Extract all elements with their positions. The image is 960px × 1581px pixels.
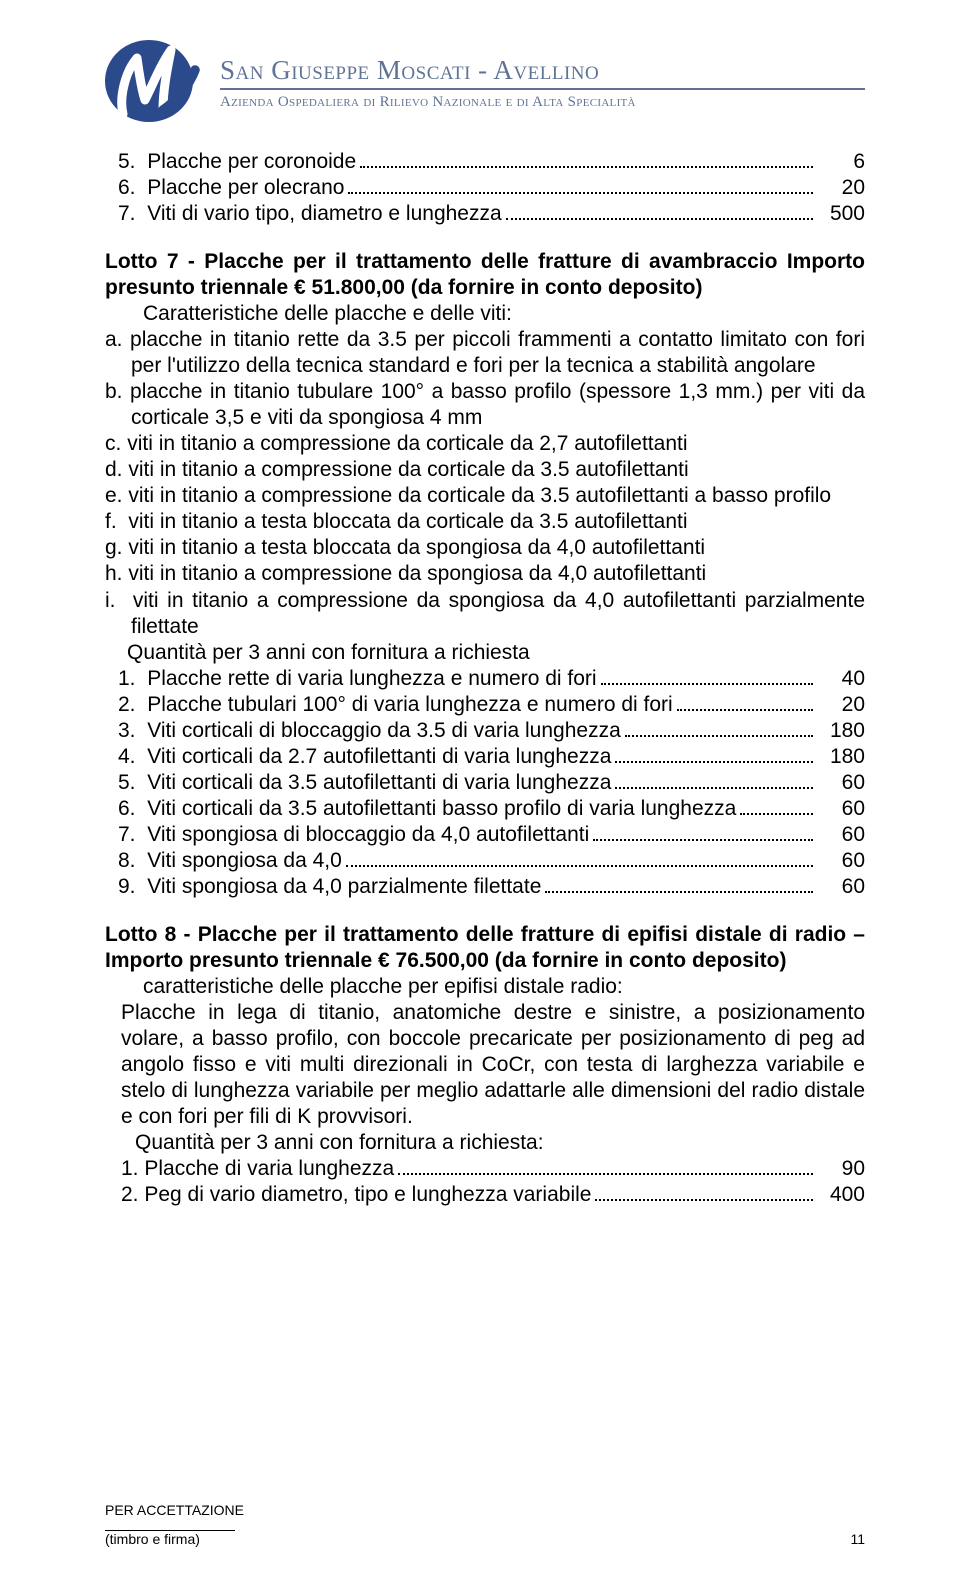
char-item: a. placche in titanio rette da 3.5 per p… (105, 327, 865, 379)
lotto8-paragraph: Placche in lega di titanio, anatomiche d… (105, 1000, 865, 1130)
lotto8-title: Lotto 8 - Placche per il trattamento del… (105, 922, 865, 974)
qty-item: 5. Viti corticali da 3.5 autofilettanti … (105, 770, 865, 796)
quantity-heading: Quantità per 3 anni con fornitura a rich… (105, 640, 865, 666)
char-item: i. viti in titanio a compressione da spo… (105, 588, 865, 640)
qty-item: 4. Viti corticali da 2.7 autofilettanti … (105, 744, 865, 770)
page-footer: PER ACCETTAZIONE (timbro e firma) 11 (105, 1502, 865, 1547)
characteristics-heading: Caratteristiche delle placche e delle vi… (105, 301, 865, 327)
char-item: g. viti in titanio a testa bloccata da s… (105, 535, 865, 561)
quantity-heading: Quantità per 3 anni con fornitura a rich… (105, 1130, 865, 1156)
char-item: b. placche in titanio tubulare 100° a ba… (105, 379, 865, 431)
qty-item: 1. Placche rette di varia lunghezza e nu… (105, 666, 865, 692)
acceptance-label: PER ACCETTAZIONE (105, 1502, 244, 1518)
letterhead: San Giuseppe Moscati - Avellino Azienda … (105, 40, 865, 125)
toc-item: 6. Placche per olecrano 20 (105, 175, 865, 201)
document-body: 5. Placche per coronoide 6 6. Placche pe… (105, 149, 865, 1208)
qty-item: 2. Peg di vario diametro, tipo e lunghez… (105, 1182, 865, 1208)
char-item: f. viti in titanio a testa bloccata da c… (105, 509, 865, 535)
qty-item: 3. Viti corticali di bloccaggio da 3.5 d… (105, 718, 865, 744)
logo (105, 40, 200, 125)
signature-label: (timbro e firma) (105, 1531, 244, 1547)
qty-item: 8. Viti spongiosa da 4,060 (105, 848, 865, 874)
char-item: c. viti in titanio a compressione da cor… (105, 431, 865, 457)
qty-item: 7. Viti spongiosa di bloccaggio da 4,0 a… (105, 822, 865, 848)
toc-item: 5. Placche per coronoide 6 (105, 149, 865, 175)
char-item: d. viti in titanio a compressione da cor… (105, 457, 865, 483)
qty-item: 9. Viti spongiosa da 4,0 parzialmente fi… (105, 874, 865, 900)
org-subtitle: Azienda Ospedaliera di Rilievo Nazionale… (220, 94, 865, 111)
qty-item: 6. Viti corticali da 3.5 autofilettanti … (105, 796, 865, 822)
qty-item: 2. Placche tubulari 100° di varia lunghe… (105, 692, 865, 718)
characteristics-heading: caratteristiche delle placche per epifis… (105, 974, 865, 1000)
toc-item: 7. Viti di vario tipo, diametro e lunghe… (105, 201, 865, 227)
lotto7-title: Lotto 7 - Placche per il trattamento del… (105, 249, 865, 301)
page-number: 11 (850, 1531, 865, 1547)
char-item: e. viti in titanio a compressione da cor… (105, 483, 865, 509)
org-title: San Giuseppe Moscati - Avellino (220, 55, 865, 86)
qty-item: 1. Placche di varia lunghezza90 (105, 1156, 865, 1182)
char-item: h. viti in titanio a compressione da spo… (105, 561, 865, 587)
